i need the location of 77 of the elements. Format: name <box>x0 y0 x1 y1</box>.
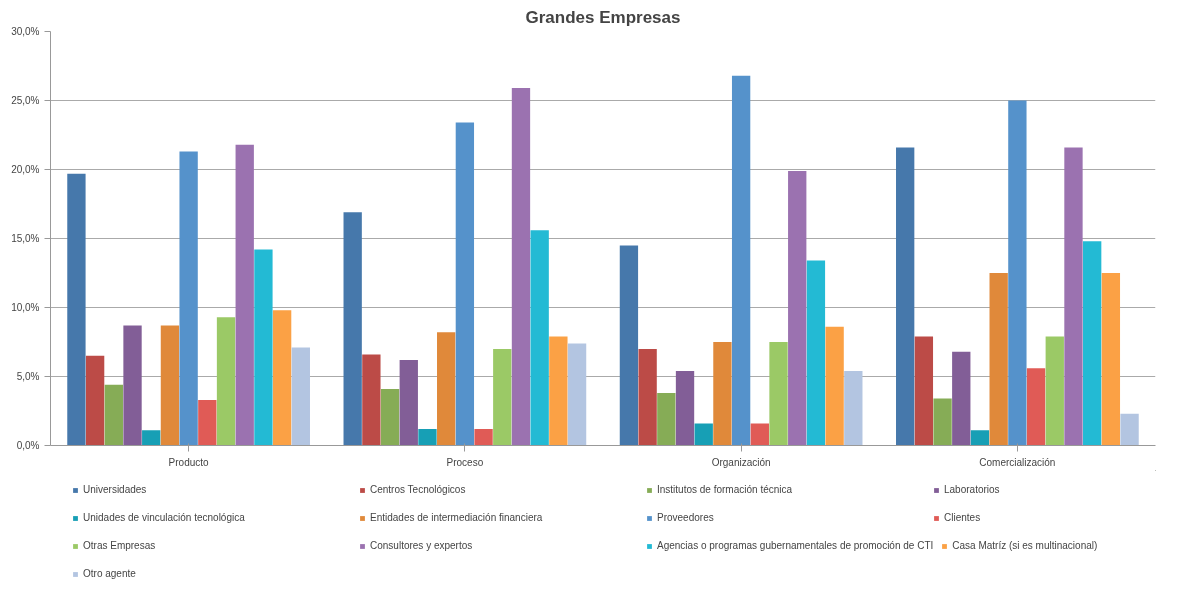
bar <box>989 273 1008 446</box>
legend-label: Entidades de intermediación financiera <box>370 512 544 523</box>
bar <box>731 75 751 446</box>
legend-label: Universidades <box>83 484 148 495</box>
x-tick-label: Producto <box>168 456 210 468</box>
bar <box>235 144 254 446</box>
bar <box>567 343 587 446</box>
bar <box>493 348 512 446</box>
bar <box>549 336 568 446</box>
bar <box>1064 147 1083 446</box>
legend-label: Casa Matríz (si es multinacional) <box>952 540 1099 551</box>
bar <box>952 351 971 446</box>
bar <box>1008 100 1027 446</box>
bar <box>806 260 826 446</box>
legend-label: Proveedores <box>657 512 715 523</box>
y-tick-label: 15,0% <box>11 233 40 244</box>
bar <box>1045 336 1064 446</box>
bar <box>272 310 292 446</box>
bar <box>1083 241 1102 446</box>
bar <box>619 245 639 446</box>
bar <box>933 398 952 446</box>
x-tick-label: Comercialización <box>979 456 1056 468</box>
bar <box>455 122 475 446</box>
chart-title: Grandes Empresas <box>525 7 681 27</box>
bar <box>198 399 217 446</box>
legend-label: Laboratorios <box>944 484 1001 495</box>
bar <box>104 384 123 446</box>
bar <box>788 170 807 446</box>
bar <box>343 212 362 446</box>
legend-label: Clientes <box>944 512 982 523</box>
y-tick-label: 5,0% <box>16 371 40 382</box>
bar <box>769 342 788 446</box>
bar <box>694 423 713 446</box>
bar <box>970 430 990 446</box>
legend-label: Otras Empresas <box>83 540 157 551</box>
bar <box>474 428 493 446</box>
y-tick-label: 0,0% <box>16 440 40 451</box>
bar <box>399 359 418 446</box>
bar <box>530 230 549 446</box>
legend-label: Centros Tecnológicos <box>370 484 467 495</box>
y-tick-label: 10,0% <box>11 302 40 313</box>
bar <box>160 325 180 446</box>
legend-label: Unidades de vinculación tecnológica <box>83 512 246 523</box>
bar <box>1101 273 1121 446</box>
bar <box>750 423 769 446</box>
x-tick-label: Proceso <box>446 456 484 468</box>
bar <box>85 355 105 446</box>
bar <box>825 326 844 446</box>
y-tick-label: 30,0% <box>11 26 40 37</box>
bar <box>657 393 676 446</box>
legend-label: Consultores y expertos <box>370 540 474 551</box>
bar <box>179 151 198 446</box>
bar <box>291 347 310 446</box>
bar <box>638 348 657 446</box>
y-tick-label: 25,0% <box>11 95 40 106</box>
bar <box>418 428 437 446</box>
bar <box>914 336 934 446</box>
bar <box>362 354 381 446</box>
bar <box>67 173 86 446</box>
bar <box>1026 368 1046 446</box>
legend-label: Agencias o programas gubernamentales de promoción de CTI <box>657 540 934 551</box>
legend-label: Otro agente <box>83 568 137 579</box>
bar <box>254 249 273 446</box>
bar <box>675 370 695 446</box>
bar <box>511 88 531 446</box>
bar <box>123 325 142 446</box>
x-tick-label: Organización <box>711 456 771 468</box>
bar <box>142 430 161 446</box>
bar <box>844 370 863 446</box>
legend-label: Institutos de formación técnica <box>657 484 794 495</box>
bar <box>380 388 400 446</box>
bar <box>713 342 732 446</box>
bar <box>896 147 915 446</box>
bar <box>1120 413 1139 446</box>
bar <box>216 317 236 446</box>
y-tick-label: 20,0% <box>11 164 40 175</box>
bar <box>437 332 456 446</box>
